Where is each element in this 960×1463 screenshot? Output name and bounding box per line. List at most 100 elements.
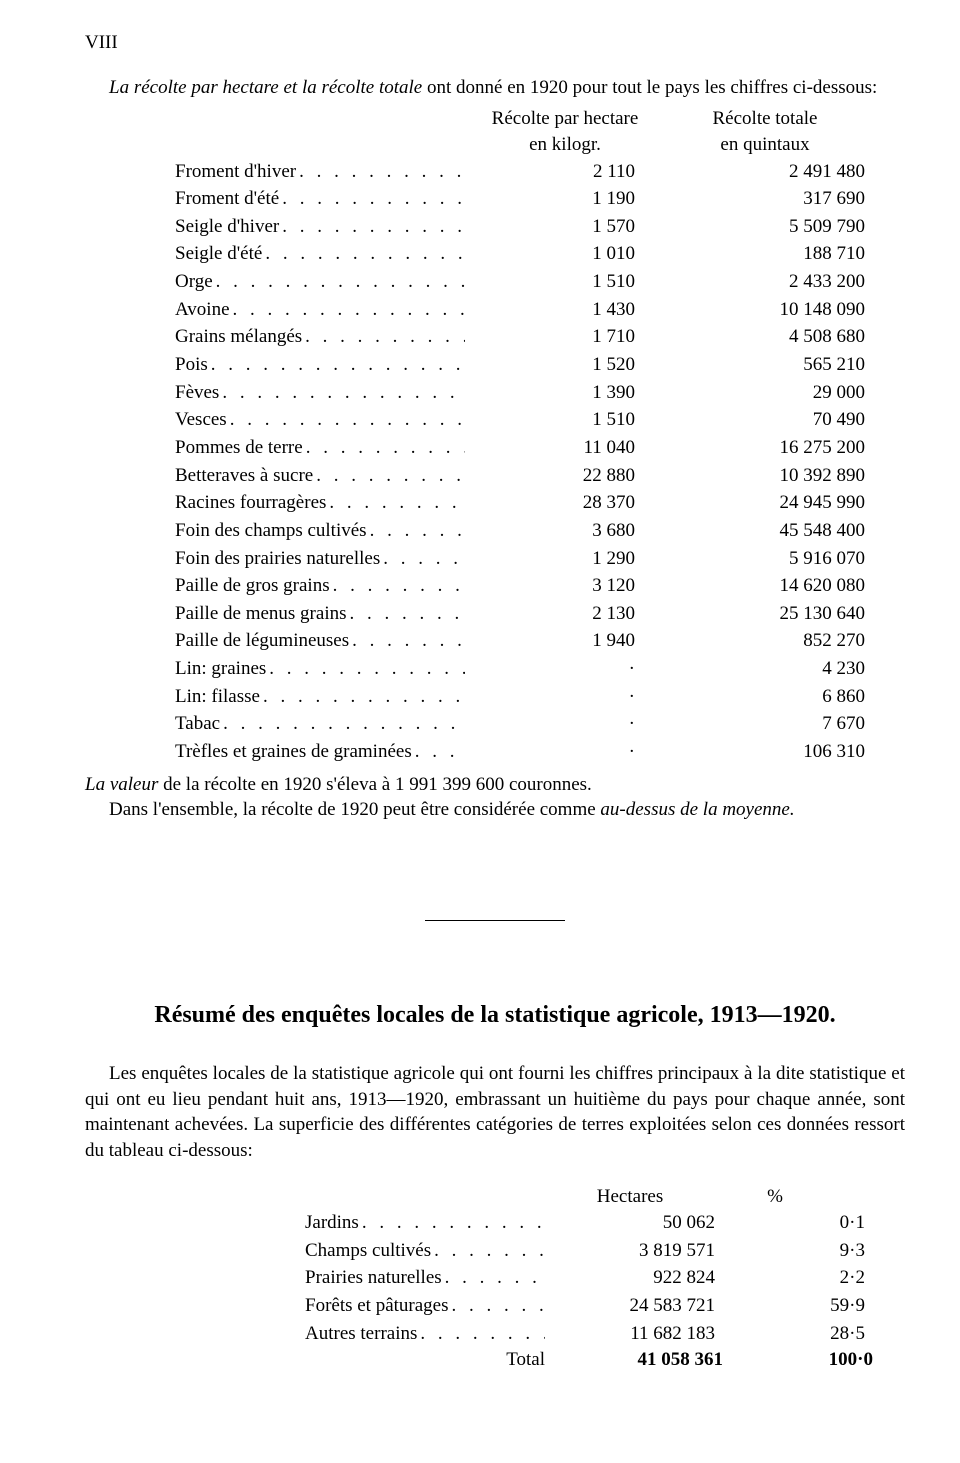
recolte-label-text: Trèfles et graines de graminées [175,739,412,765]
dot-leader: . . . . . . . . . . . . . . . . . . . . … [359,1210,545,1236]
dot-leader: . . . . . . . . . . . . . . . . . . . . … [417,1321,545,1347]
recolte-per-ha: 1 570 [465,214,665,240]
dot-leader: . . . . . . . . . . . . . . . . . . . . … [279,186,465,212]
land-total-v2: 100·0 [753,1347,903,1373]
recolte-row: Trèfles et graines de graminées. . . . .… [175,738,885,766]
recolte-per-ha: 1 010 [465,241,665,267]
recolte-row: Avoine. . . . . . . . . . . . . . . . . … [175,296,885,324]
land-header-col2: % [715,1184,835,1210]
recolte-label: Paille de gros grains. . . . . . . . . .… [175,573,465,599]
recolte-row: Seigle d'hiver. . . . . . . . . . . . . … [175,213,885,241]
recolte-label-text: Paille de gros grains [175,573,330,599]
dot-leader: . . . . . . . . . . . . . . . . . . . . … [213,269,465,295]
land-label: Champs cultivés. . . . . . . . . . . . .… [305,1238,545,1264]
land-row: Champs cultivés. . . . . . . . . . . . .… [305,1237,905,1265]
recolte-per-ha: 1 520 [465,352,665,378]
recolte-label: Paille de légumineuses. . . . . . . . . … [175,628,465,654]
land-percent: 59·9 [745,1293,895,1319]
recolte-row: Foin des champs cultivés. . . . . . . . … [175,517,885,545]
recolte-per-ha: · [465,684,665,710]
recolte-per-ha: 1 940 [465,628,665,654]
recolte-row: Lin: graines. . . . . . . . . . . . . . … [175,655,885,683]
recolte-header-row-2: en kilogr. en quintaux [175,132,885,158]
recolte-label: Pommes de terre. . . . . . . . . . . . .… [175,435,465,461]
recolte-label: Foin des champs cultivés. . . . . . . . … [175,518,465,544]
recolte-per-ha: 2 110 [465,159,665,185]
land-header: Hectares % [305,1184,905,1210]
recolte-per-ha: 1 290 [465,546,665,572]
recolte-label: Foin des prairies naturelles. . . . . . … [175,546,465,572]
land-label-text: Champs cultivés [305,1238,431,1264]
recolte-total: 25 130 640 [665,601,865,627]
land-label: Autres terrains. . . . . . . . . . . . .… [305,1321,545,1347]
recolte-label-text: Froment d'hiver [175,159,296,185]
recolte-label-text: Seigle d'hiver [175,214,279,240]
recolte-label-text: Pommes de terre [175,435,303,461]
recolte-total: 24 945 990 [665,490,865,516]
recolte-label-text: Seigle d'été [175,241,262,267]
land-row: Jardins. . . . . . . . . . . . . . . . .… [305,1209,905,1237]
recolte-label-text: Foin des prairies naturelles [175,546,380,572]
recolte-label: Betteraves à sucre. . . . . . . . . . . … [175,463,465,489]
recolte-total: 4 230 [665,656,865,682]
land-row: Autres terrains. . . . . . . . . . . . .… [305,1320,905,1348]
dot-leader: . . . . . . . . . . . . . . . . . . . . … [303,435,465,461]
recolte-header-col2-line1: Récolte totale [665,106,865,132]
recolte-label-text: Lin: filasse [175,684,260,710]
recolte-total: 16 275 200 [665,435,865,461]
valeur-block: La valeur de la récolte en 1920 s'éleva … [85,772,905,823]
recolte-label-text: Avoine [175,297,230,323]
recolte-label-text: Racines fourragères [175,490,326,516]
recolte-per-ha: · [465,711,665,737]
land-row: Forêts et pâturages. . . . . . . . . . .… [305,1292,905,1320]
land-label: Prairies naturelles. . . . . . . . . . .… [305,1265,545,1291]
dot-leader: . . . . . . . . . . . . . . . . . . . . … [442,1265,545,1291]
recolte-total: 45 548 400 [665,518,865,544]
intro-italic: La récolte par hectare et la récolte tot… [109,77,422,98]
dot-leader: . . . . . . . . . . . . . . . . . . . . … [449,1293,545,1319]
land-hectares: 50 062 [545,1210,745,1236]
recolte-label-text: Paille de menus grains [175,601,347,627]
recolte-label: Racines fourragères. . . . . . . . . . .… [175,490,465,516]
recolte-per-ha: 11 040 [465,435,665,461]
recolte-label: Pois. . . . . . . . . . . . . . . . . . … [175,352,465,378]
valeur-prefix: La valeur [85,774,158,795]
recolte-total: 10 148 090 [665,297,865,323]
valeur-rest: de la récolte en 1920 s'éleva à 1 991 39… [158,774,591,795]
land-label: Forêts et pâturages. . . . . . . . . . .… [305,1293,545,1319]
recolte-label: Seigle d'hiver. . . . . . . . . . . . . … [175,214,465,240]
dot-leader: . . . . . . . . . . . . . . . . . . . . … [380,546,465,572]
recolte-header-col1-line1: Récolte par hectare [465,106,665,132]
land-percent: 28·5 [745,1321,895,1347]
recolte-per-ha: 2 130 [465,601,665,627]
valeur-line2b: au-dessus de la moyenne. [600,799,794,820]
land-hectares: 3 819 571 [545,1238,745,1264]
land-table: Hectares % Jardins. . . . . . . . . . . … [305,1184,905,1373]
recolte-per-ha: 1 510 [465,269,665,295]
land-total-v1: 41 058 361 [553,1347,753,1373]
land-header-col1: Hectares [545,1184,715,1210]
recolte-per-ha: · [465,739,665,765]
dot-leader: . . . . . . . . . . . . . . . . . . . . … [313,463,465,489]
recolte-row: Paille de légumineuses. . . . . . . . . … [175,627,885,655]
recolte-per-ha: 3 680 [465,518,665,544]
land-row: Prairies naturelles. . . . . . . . . . .… [305,1264,905,1292]
land-total-label: Total [305,1347,553,1373]
intro-rest: ont donné en 1920 pour tout le pays les … [422,77,877,98]
recolte-row: Froment d'été. . . . . . . . . . . . . .… [175,185,885,213]
recolte-row: Foin des prairies naturelles. . . . . . … [175,545,885,573]
recolte-row: Pommes de terre. . . . . . . . . . . . .… [175,434,885,462]
recolte-row: Racines fourragères. . . . . . . . . . .… [175,489,885,517]
recolte-header-col1-line2: en kilogr. [465,132,665,158]
recolte-label: Tabac. . . . . . . . . . . . . . . . . .… [175,711,465,737]
land-label-text: Forêts et pâturages [305,1293,449,1319]
land-label-text: Autres terrains [305,1321,417,1347]
dot-leader: . . . . . . . . . . . . . . . . . . . . … [302,324,465,350]
recolte-label: Avoine. . . . . . . . . . . . . . . . . … [175,297,465,323]
valeur-line2a: Dans l'ensemble, la récolte de 1920 peut… [109,799,600,820]
recolte-row: Tabac. . . . . . . . . . . . . . . . . .… [175,710,885,738]
recolte-row: Lin: filasse. . . . . . . . . . . . . . … [175,683,885,711]
recolte-total: 852 270 [665,628,865,654]
recolte-total: 106 310 [665,739,865,765]
recolte-row: Froment d'hiver. . . . . . . . . . . . .… [175,158,885,186]
